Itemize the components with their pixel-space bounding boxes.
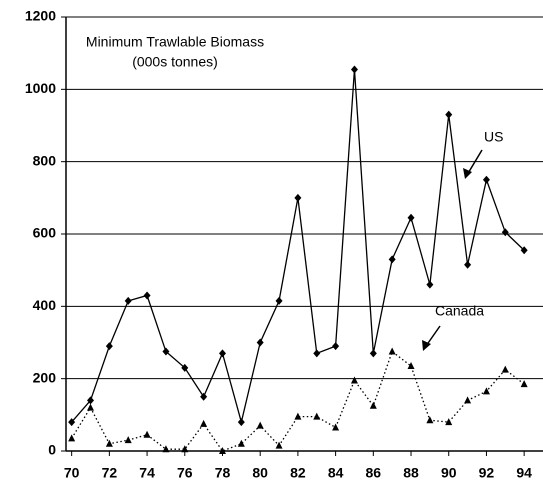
data-point [520, 380, 528, 388]
x-tick-label: 76 [177, 465, 193, 481]
annotation-arrow [466, 149, 483, 176]
x-tick-label: 82 [290, 465, 306, 481]
chart-title: Minimum Trawlable Biomass [86, 34, 264, 50]
y-tick-label: 800 [33, 152, 57, 168]
data-point [294, 193, 302, 202]
data-point [237, 439, 245, 447]
data-point [68, 434, 76, 442]
x-tick-label: 90 [441, 465, 457, 481]
x-tick-label: 72 [102, 465, 118, 481]
y-tick-label: 0 [48, 442, 56, 458]
data-point [275, 441, 283, 449]
data-point [426, 280, 434, 289]
data-point [218, 349, 226, 358]
data-point [124, 296, 132, 305]
data-point [200, 392, 208, 401]
data-point [332, 423, 340, 431]
data-point [105, 439, 113, 447]
annotation-arrowhead [463, 168, 472, 179]
data-point [445, 418, 453, 426]
data-point [143, 291, 151, 300]
x-tick-label: 74 [139, 465, 155, 481]
data-point [445, 110, 453, 119]
data-point [407, 213, 415, 222]
series-line [71, 69, 525, 423]
chart-subtitle: (000s tonnes) [132, 54, 218, 70]
data-point [501, 228, 509, 237]
data-point [87, 403, 95, 411]
x-tick-label: 88 [403, 465, 419, 481]
data-point [369, 401, 377, 409]
data-point [501, 365, 509, 373]
data-point [200, 419, 208, 427]
data-point [407, 362, 415, 370]
data-point [181, 445, 189, 453]
annotation-arrow [425, 325, 441, 347]
y-tick-label: 200 [33, 369, 57, 385]
data-point [520, 246, 528, 255]
data-point [68, 418, 76, 427]
x-tick-label: 78 [215, 465, 231, 481]
data-point [162, 347, 170, 356]
x-tick-label: 80 [252, 465, 268, 481]
data-point [162, 445, 170, 453]
data-point [350, 65, 358, 74]
y-tick-label: 400 [33, 297, 57, 313]
data-point [256, 338, 264, 347]
data-point [482, 175, 490, 184]
data-point [426, 416, 434, 424]
series-annotation: Canada [435, 303, 484, 319]
data-point [350, 376, 358, 384]
x-tick-label: 86 [366, 465, 382, 481]
y-tick-label: 1200 [25, 8, 56, 24]
data-point [218, 447, 226, 454]
y-tick-label: 600 [33, 225, 57, 241]
data-point [87, 396, 95, 405]
series-line [71, 350, 525, 452]
data-point [388, 347, 396, 355]
data-point [332, 342, 340, 351]
x-tick-label: 94 [516, 465, 532, 481]
data-point [464, 396, 472, 404]
data-point [237, 418, 245, 427]
data-point [369, 349, 377, 358]
data-point [143, 430, 151, 438]
data-point [256, 421, 264, 429]
data-point [388, 255, 396, 264]
data-point [482, 387, 490, 395]
x-tick-label: 70 [64, 465, 80, 481]
data-point [464, 260, 472, 269]
annotation-arrowhead [422, 340, 431, 351]
data-point [294, 412, 302, 420]
data-point [105, 342, 113, 351]
data-point [275, 296, 283, 305]
data-point [313, 349, 321, 358]
x-tick-label: 92 [479, 465, 495, 481]
data-point [313, 412, 321, 420]
x-tick-label: 84 [328, 465, 344, 481]
data-point [124, 436, 132, 444]
y-tick-label: 1000 [25, 80, 56, 96]
series-annotation: US [484, 129, 503, 145]
data-point [181, 363, 189, 372]
